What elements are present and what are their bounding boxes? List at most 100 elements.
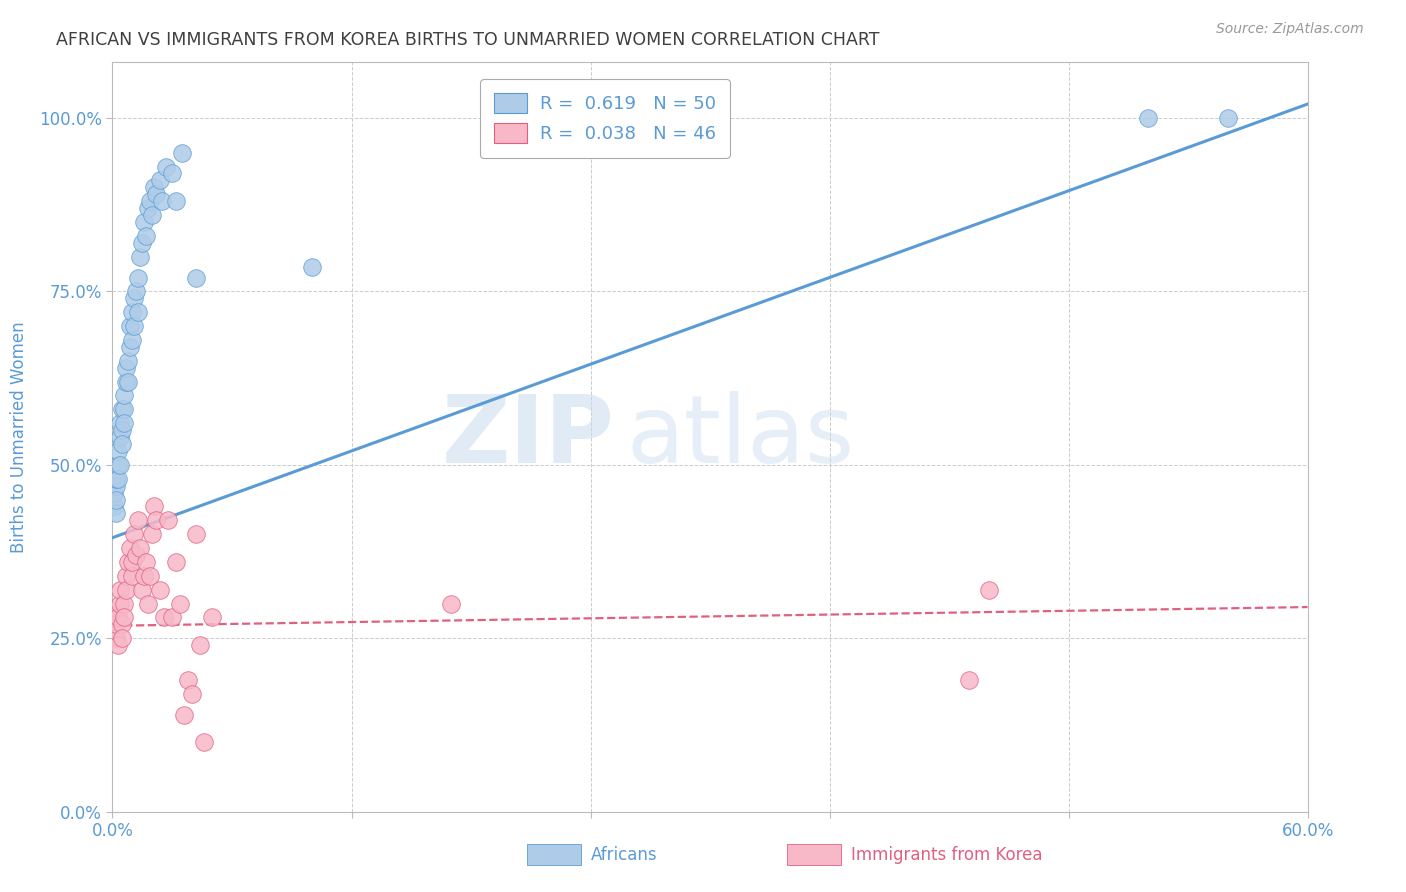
Point: [157, 513, 180, 527]
Point: [103, 624, 125, 639]
Point: [107, 458, 129, 472]
Point: [145, 187, 167, 202]
Point: [138, 597, 160, 611]
Point: [121, 333, 143, 347]
Text: atlas: atlas: [627, 391, 855, 483]
Point: [117, 353, 139, 368]
Point: [169, 597, 191, 611]
Point: [186, 527, 208, 541]
Point: [127, 305, 149, 319]
Point: [124, 291, 146, 305]
Point: [110, 582, 132, 597]
Point: [188, 638, 211, 652]
Point: [111, 617, 134, 632]
Legend: R =  0.619   N = 50, R =  0.038   N = 46: R = 0.619 N = 50, R = 0.038 N = 46: [479, 79, 730, 158]
Point: [127, 513, 149, 527]
Point: [141, 208, 163, 222]
Point: [117, 375, 139, 389]
Point: [107, 472, 129, 486]
Point: [143, 180, 166, 194]
Point: [105, 507, 128, 521]
Point: [173, 707, 195, 722]
Point: [115, 582, 138, 597]
Point: [121, 555, 143, 569]
Point: [111, 402, 134, 417]
Point: [124, 527, 146, 541]
Point: [121, 569, 143, 583]
Point: [149, 173, 172, 187]
Text: Immigrants from Korea: Immigrants from Korea: [851, 846, 1042, 863]
Point: [115, 375, 138, 389]
Point: [111, 423, 134, 437]
Point: [114, 597, 135, 611]
Point: [103, 603, 125, 617]
Point: [114, 416, 135, 430]
Point: [129, 541, 152, 555]
Point: [172, 145, 194, 160]
Point: [117, 555, 139, 569]
Point: [121, 305, 143, 319]
Point: [143, 500, 166, 514]
Point: [111, 437, 134, 451]
Point: [127, 270, 149, 285]
Point: [125, 548, 148, 562]
Point: [155, 160, 177, 174]
Point: [124, 319, 146, 334]
Point: [105, 617, 128, 632]
Point: [114, 610, 135, 624]
Point: [120, 319, 142, 334]
Point: [145, 513, 167, 527]
Point: [149, 582, 172, 597]
Point: [120, 541, 142, 555]
Point: [135, 555, 157, 569]
Point: [114, 388, 135, 402]
Point: [1137, 111, 1160, 125]
Point: [131, 235, 153, 250]
Point: [141, 527, 163, 541]
Point: [138, 201, 160, 215]
Point: [301, 260, 323, 274]
Point: [139, 194, 162, 209]
Point: [105, 472, 128, 486]
Point: [105, 478, 128, 492]
Point: [162, 610, 183, 624]
Text: Source: ZipAtlas.com: Source: ZipAtlas.com: [1216, 22, 1364, 37]
Point: [201, 610, 224, 624]
Point: [110, 458, 132, 472]
Point: [110, 430, 132, 444]
Point: [134, 215, 156, 229]
Point: [125, 285, 148, 299]
Point: [120, 340, 142, 354]
Point: [957, 673, 980, 687]
Point: [139, 569, 162, 583]
Point: [111, 632, 134, 646]
Point: [193, 735, 215, 749]
Point: [186, 270, 208, 285]
Point: [115, 360, 138, 375]
Point: [107, 610, 129, 624]
Point: [105, 632, 128, 646]
Point: [135, 228, 157, 243]
Text: Africans: Africans: [591, 846, 657, 863]
Point: [134, 569, 156, 583]
Point: [103, 500, 125, 514]
Point: [110, 597, 132, 611]
Point: [153, 610, 176, 624]
Point: [105, 492, 128, 507]
Point: [177, 673, 200, 687]
Point: [150, 194, 173, 209]
Point: [107, 638, 129, 652]
Point: [129, 250, 152, 264]
Point: [162, 166, 183, 180]
Point: [131, 582, 153, 597]
Text: ZIP: ZIP: [441, 391, 614, 483]
Point: [977, 582, 1000, 597]
Point: [110, 416, 132, 430]
Point: [1216, 111, 1239, 125]
Point: [107, 444, 129, 458]
Point: [115, 569, 138, 583]
Y-axis label: Births to Unmarried Women: Births to Unmarried Women: [10, 321, 28, 553]
Point: [165, 555, 187, 569]
Point: [103, 485, 125, 500]
Point: [114, 402, 135, 417]
